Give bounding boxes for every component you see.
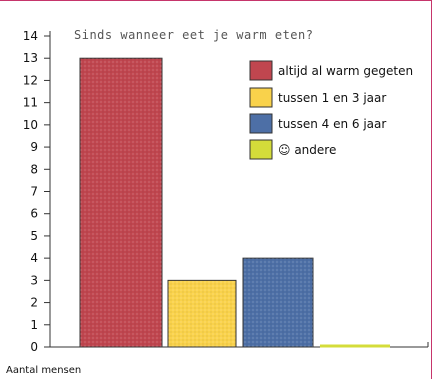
y-tick-label: 10 bbox=[23, 118, 38, 132]
y-tick-label: 14 bbox=[23, 29, 38, 43]
bars bbox=[79, 57, 390, 348]
chart-title: Sinds wanneer eet je warm eten? bbox=[74, 28, 313, 42]
legend-swatch-4 bbox=[249, 139, 273, 160]
y-axis-label: Aantal mensen bbox=[6, 365, 81, 376]
y-tick-label: 2 bbox=[30, 296, 38, 310]
y-tick-label: 3 bbox=[30, 273, 38, 287]
y-tick-label: 11 bbox=[23, 96, 38, 110]
y-tick-label: 1 bbox=[30, 318, 38, 332]
y-tick-label: 4 bbox=[30, 251, 38, 265]
y-tick-label: 13 bbox=[23, 51, 38, 65]
y-tick-label: 5 bbox=[30, 229, 38, 243]
y-tick-label: 6 bbox=[30, 207, 38, 221]
y-tick-label: 9 bbox=[30, 140, 38, 154]
y-tick-label: 7 bbox=[30, 185, 38, 199]
y-tick-label: 12 bbox=[23, 73, 38, 87]
y-tick-label: 0 bbox=[30, 340, 38, 354]
legend: altijd al warm gegeten tussen 1 en 3 jaar… bbox=[249, 60, 413, 160]
legend-swatch-1 bbox=[249, 60, 273, 81]
legend-label-2: tussen 1 en 3 jaar bbox=[278, 91, 386, 105]
bar-3-texture bbox=[243, 258, 313, 347]
legend-label-1: altijd al warm gegeten bbox=[278, 64, 413, 78]
legend-label-3: tussen 4 en 6 jaar bbox=[278, 117, 386, 131]
bar-2-texture bbox=[168, 280, 236, 347]
y-tick-label: 8 bbox=[30, 162, 38, 176]
legend-swatch-2 bbox=[249, 87, 273, 108]
bar-1-texture bbox=[80, 58, 162, 347]
legend-swatch-3 bbox=[249, 113, 273, 134]
legend-label-4: ☺ andere bbox=[278, 143, 336, 157]
